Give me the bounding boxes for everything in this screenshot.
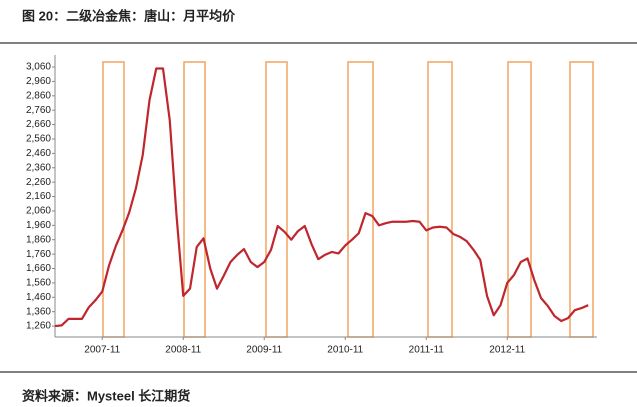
y-tick-label: 2,060 xyxy=(26,206,51,217)
y-tick-label: 1,460 xyxy=(26,292,51,303)
highlight-box xyxy=(427,61,453,338)
highlight-box xyxy=(102,61,125,338)
y-tick-label: 2,260 xyxy=(26,177,51,188)
y-tick-label: 3,060 xyxy=(26,62,51,73)
y-tick-label: 2,860 xyxy=(26,90,51,101)
x-tick-label: 2008-11 xyxy=(165,345,201,356)
y-tick-label: 1,260 xyxy=(26,321,51,332)
x-tick-label: 2012-11 xyxy=(489,345,525,356)
x-tick-label: 2007-11 xyxy=(84,345,120,356)
y-tick-label: 1,760 xyxy=(26,249,51,260)
x-tick-label: 2010-11 xyxy=(327,345,363,356)
y-tick-label: 1,560 xyxy=(26,278,51,289)
y-tick-label: 2,460 xyxy=(26,148,51,159)
y-tick-label: 1,860 xyxy=(26,234,51,245)
highlight-box xyxy=(507,61,532,338)
line-series xyxy=(54,67,589,328)
source-note: 资料来源：Mysteel 长江期货 xyxy=(22,388,190,403)
y-tick-label: 1,960 xyxy=(26,220,51,231)
y-tick-label: 1,660 xyxy=(26,263,51,274)
chart-title: 图 20：二级冶金焦：唐山：月平均价 xyxy=(22,8,236,23)
y-tick-label: 2,560 xyxy=(26,134,51,145)
y-tick-label: 2,660 xyxy=(26,119,51,130)
x-tick-label: 2011-11 xyxy=(409,345,445,356)
y-tick-label: 2,960 xyxy=(26,76,51,87)
y-tick-label: 2,360 xyxy=(26,162,51,173)
highlight-box xyxy=(569,61,594,338)
y-tick-label: 1,360 xyxy=(26,306,51,317)
highlight-boxes xyxy=(102,61,594,338)
highlight-box xyxy=(265,61,288,338)
y-tick-label: 2,760 xyxy=(26,105,51,116)
highlight-box xyxy=(347,61,374,338)
y-tick-label: 2,160 xyxy=(26,191,51,202)
x-tick-label: 2009-11 xyxy=(246,345,282,356)
highlight-box xyxy=(183,61,206,338)
